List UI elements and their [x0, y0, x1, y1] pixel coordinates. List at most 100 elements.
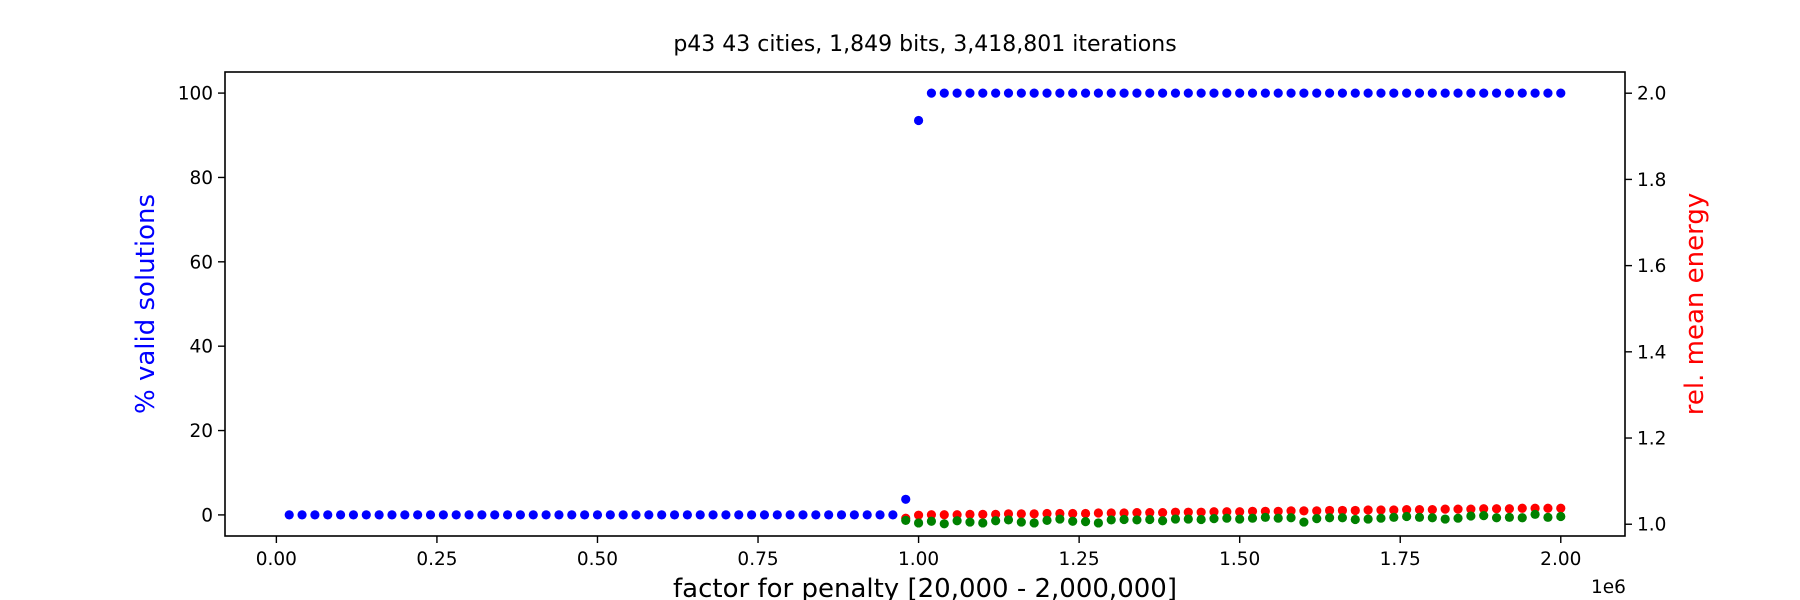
series-1-point [1376, 88, 1386, 98]
series-2-point [1543, 503, 1553, 513]
series-3-point [1376, 513, 1386, 523]
series-3-point [1402, 511, 1412, 522]
x-tick-label: 1.75 [1380, 549, 1421, 570]
series-2-point [1106, 508, 1116, 518]
series-1-point [361, 510, 371, 520]
chart-title: p43 43 cities, 1,849 bits, 3,418,801 ite… [673, 32, 1176, 57]
series-3-point [1273, 513, 1283, 523]
x-tick-label: 1.00 [898, 549, 939, 570]
series-1-point [567, 510, 577, 520]
series-3-point [1247, 513, 1258, 523]
series-1-point [1119, 88, 1129, 98]
y-tick-label: 100 [178, 84, 213, 105]
series-3-point [913, 518, 924, 528]
x-tick-label: 1.50 [1219, 549, 1260, 570]
series-2-point [1466, 504, 1476, 514]
series-1-point [477, 510, 487, 520]
series-3-point [965, 517, 975, 527]
series-3-point [1479, 511, 1489, 521]
series-1-point [836, 510, 847, 520]
series-1-point [1247, 88, 1258, 98]
y-tick-label: 0 [201, 505, 213, 526]
series-1-point [747, 510, 757, 520]
series-2-point [1158, 507, 1168, 518]
series-3-point [1337, 513, 1348, 523]
series-2-point [1016, 509, 1026, 519]
series-2-point [1517, 503, 1527, 513]
series-1-point [1530, 88, 1540, 98]
series-1-point [374, 510, 384, 520]
series-1-point [1389, 88, 1399, 98]
series-3-point [991, 516, 1001, 526]
series-3-point [1286, 513, 1296, 523]
series-1-point [425, 510, 436, 520]
x-tick-label: 0.50 [577, 549, 618, 570]
series-2-point [1209, 507, 1219, 517]
series-2-point [1402, 504, 1412, 515]
series-1-point [400, 510, 410, 520]
series-2-point [1453, 504, 1463, 514]
series-2-point [1042, 508, 1052, 519]
series-1-point [387, 510, 397, 520]
y2-tick-label: 1.0 [1637, 515, 1666, 536]
series-1-point [965, 88, 975, 98]
series-1-point [772, 510, 782, 520]
series-3-point [1080, 517, 1091, 527]
series-3-point [1145, 514, 1155, 525]
series-2-point [978, 509, 988, 519]
series-1-point [515, 510, 526, 520]
series-2-point [1029, 509, 1039, 519]
series-3-point [1517, 513, 1527, 523]
series-1-point [592, 510, 603, 520]
series-1-point [824, 510, 834, 520]
series-1-point [1466, 88, 1476, 98]
series-1-point [1235, 88, 1245, 98]
series-1-point [1016, 88, 1026, 98]
series-1-point [862, 510, 872, 520]
series-3-point [1504, 512, 1515, 522]
series-3-point [1183, 514, 1193, 524]
series-1-point [1183, 88, 1193, 98]
series-1-point [323, 510, 333, 520]
series-2-point [1389, 505, 1399, 515]
series-1-point [1350, 88, 1360, 98]
series-1-point [991, 88, 1001, 98]
series-1-point [1055, 88, 1065, 98]
series-1-point [348, 510, 359, 520]
series-1-point [1312, 88, 1322, 98]
series-2-point [1093, 508, 1103, 518]
series-1-point [438, 510, 448, 520]
y-axis-label-left: % valid solutions [131, 194, 161, 414]
y-tick-label: 20 [189, 421, 213, 442]
series-3-point [1068, 516, 1078, 526]
series-1-point [1170, 88, 1181, 98]
series-3-point [1029, 518, 1039, 528]
series-1-point [1260, 88, 1270, 98]
series-1-point [605, 510, 615, 520]
series-1-point [644, 510, 654, 520]
series-2-point [1312, 506, 1322, 516]
y-tick-label: 40 [189, 337, 213, 358]
series-1-point [1517, 88, 1527, 98]
series-3-point [952, 516, 962, 526]
series-2-point [1170, 507, 1181, 517]
series-1-point [978, 88, 988, 98]
x-tick-label: 0.25 [416, 549, 457, 570]
series-1-point [310, 510, 320, 520]
series-2-point [1222, 507, 1232, 517]
series-2-point [939, 510, 949, 520]
series-1-point [297, 510, 307, 520]
series-1-point [1402, 88, 1412, 98]
x-offset-label: 1e6 [1591, 577, 1626, 598]
y2-tick-label: 1.2 [1637, 429, 1666, 450]
series-3-point [1260, 512, 1270, 522]
series-1-point [926, 88, 937, 98]
series-3-point [1427, 513, 1437, 523]
series-1-point [1427, 88, 1437, 98]
y-axis-right: 1.0 1.2 1.4 1.6 1.8 2.0 [1625, 84, 1666, 536]
series-3-point [1235, 514, 1245, 524]
series-3-point [1132, 515, 1142, 525]
x-axis-label: factor for penalty [20,000 - 2,000,000] [673, 574, 1177, 600]
series-1-point [1453, 88, 1463, 98]
series-3-point [1363, 514, 1373, 524]
